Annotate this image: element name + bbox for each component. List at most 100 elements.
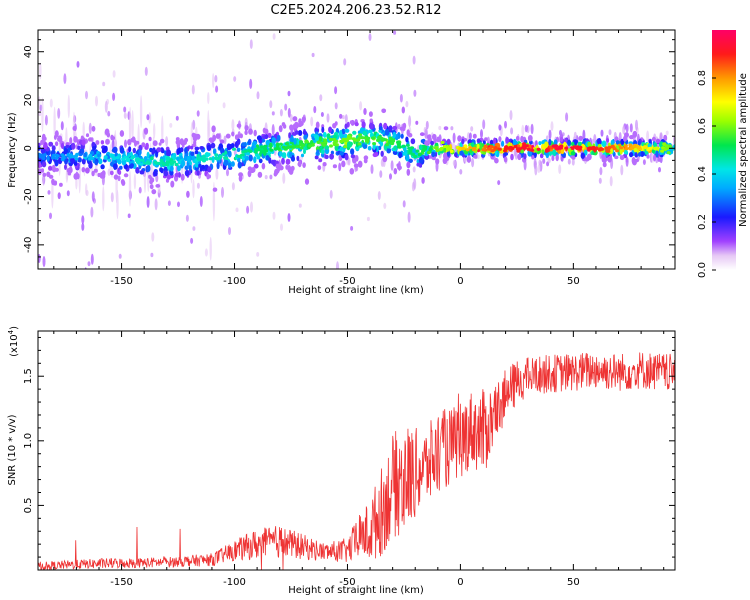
heatmap-ridge-mark [257,171,263,178]
heatmap-noise-mark [408,115,412,128]
heatmap-ridge-mark [244,125,249,131]
heatmap-ridge-mark [290,136,294,143]
heatmap-ridge-mark [316,149,320,155]
heatmap-streak-mark [38,96,41,109]
heatmap-streak-mark [128,170,132,207]
heatmap-noise-mark [629,123,633,133]
heatmap-core-mark [221,152,226,156]
heatmap-ridge-mark [105,138,110,145]
heatmap-ridge-mark [77,145,81,150]
heatmap-noise-mark [659,155,663,164]
heatmap-noise-mark [38,254,41,263]
heatmap-ridge-mark [615,140,620,145]
heatmap-ridge-mark [206,152,211,157]
heatmap-x-tick-label: -50 [339,276,355,287]
colorbar-label: Normalized spectral amplitude [738,73,749,227]
heatmap-noise-mark [102,81,106,87]
heatmap-noise-mark [95,95,98,107]
heatmap-ridge-mark [93,168,98,173]
heatmap-ridge-mark [393,145,397,151]
heatmap-ridge-mark [623,135,627,142]
heatmap-noise-mark [191,84,195,95]
heatmap-ridge-mark [416,162,421,167]
heatmap-ridge-mark [223,159,229,167]
heatmap-noise-mark [165,136,169,147]
heatmap-ridge-mark [369,118,373,123]
heatmap-ridge-mark [350,154,356,159]
heatmap-noise-mark [334,102,338,110]
heatmap-core-mark [253,150,258,154]
heatmap-ridge-mark [226,143,231,151]
heatmap-ridge-mark [503,156,508,163]
heatmap-ridge-mark [43,143,48,150]
heatmap-ridge-mark [574,139,578,146]
heatmap-core-mark [90,156,95,160]
snr-x-label: Height of straight line (km) [288,585,424,596]
heatmap-core-mark [198,156,203,160]
heatmap-ridge-mark [241,142,247,147]
heatmap-ridge-mark [112,146,118,153]
heatmap-ridge-mark [640,146,644,153]
heatmap-ridge-mark [344,153,349,161]
heatmap-noise-mark [338,162,342,172]
heatmap-core-mark [223,156,228,160]
heatmap-ridge-mark [253,156,257,164]
heatmap-noise-mark [548,129,552,140]
heatmap-ridge-mark [132,147,136,154]
heatmap-core-mark [377,135,382,140]
heatmap-noise-mark [383,202,387,209]
heatmap-streak-mark [153,123,156,139]
heatmap-ridge-mark [270,159,275,165]
heatmap-ridge-mark [100,140,105,145]
heatmap-ridge-mark [81,139,86,146]
heatmap-noise-mark [642,159,646,166]
heatmap-ridge-mark [264,134,269,140]
heatmap-ridge-mark [73,136,77,143]
heatmap-noise-mark [196,110,200,117]
heatmap-noise-mark [146,196,150,208]
heatmap-ridge-mark [54,141,59,147]
heatmap-ridge-mark [435,158,440,165]
heatmap-noise-mark [344,114,348,124]
heatmap-ridge-mark [419,132,425,137]
heatmap-noise-mark [60,121,64,131]
heatmap-noise-mark [498,124,502,131]
heatmap-core-mark [426,150,431,155]
heatmap-core-mark [276,147,281,151]
heatmap-noise-mark [42,256,46,268]
heatmap-ridge-mark [146,151,150,158]
heatmap-ridge-mark [298,160,302,168]
heatmap-ridge-mark [501,140,505,147]
heatmap-ridge-mark [386,147,392,154]
heatmap-ridge-mark [338,130,343,138]
heatmap-ridge-mark [211,155,215,164]
heatmap-noise-mark [567,158,571,165]
heatmap-noise-mark [470,126,474,132]
heatmap-ridge-mark [446,138,451,145]
heatmap-ridge-mark [236,147,241,152]
heatmap-noise-mark [192,226,196,231]
snr-panel: -150 -100 -50 0 50 0.5 1.0 1.5 Height of strai… [7,326,676,596]
heatmap-ridge-mark [520,135,524,143]
heatmap-noise-mark [204,248,208,257]
heatmap-ridge-mark [317,165,322,171]
snr-y-tick-label: 0.5 [23,497,34,513]
heatmap-ridge-mark [402,125,406,132]
heatmap-core-mark [165,163,170,167]
heatmap-core-mark [648,146,653,150]
heatmap-ridge-mark [436,136,441,143]
heatmap-ridge-mark [181,160,186,167]
heatmap-ridge-mark [41,133,46,141]
heatmap-noise-mark [66,190,70,197]
heatmap-noise-mark [246,205,250,214]
heatmap-noise-mark [521,124,525,136]
heatmap-core-mark [465,148,470,152]
heatmap-ridge-mark [119,165,123,170]
heatmap-noise-mark [582,129,586,142]
heatmap-core-mark [360,136,365,140]
heatmap-noise-mark [571,158,575,166]
heatmap-streak-mark [39,62,42,80]
heatmap-core-mark [351,137,356,141]
heatmap-ridge-mark [362,130,368,136]
heatmap-streak-mark [133,173,137,190]
